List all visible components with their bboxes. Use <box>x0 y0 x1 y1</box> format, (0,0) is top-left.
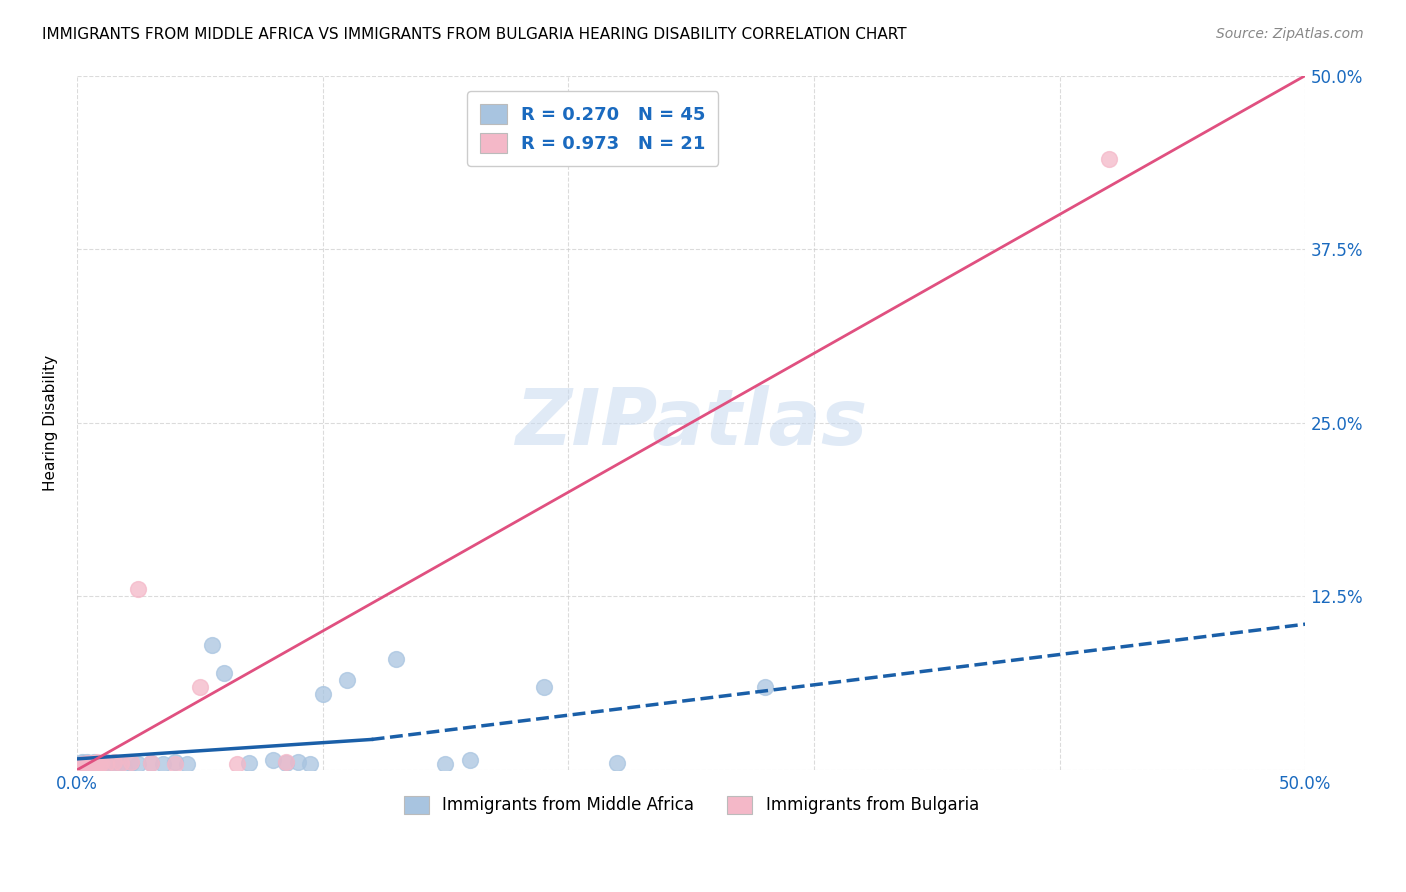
Point <box>77 756 100 770</box>
Point <box>287 755 309 769</box>
Point <box>533 680 555 694</box>
Point <box>73 757 96 772</box>
Point <box>311 687 333 701</box>
Point <box>458 753 481 767</box>
Point <box>214 665 236 680</box>
Point <box>70 759 93 773</box>
Point <box>90 756 112 770</box>
Point <box>127 757 149 772</box>
Point <box>110 756 132 770</box>
Point <box>87 757 110 772</box>
Point <box>73 759 96 773</box>
Point <box>201 638 224 652</box>
Point <box>80 756 103 770</box>
Point <box>103 755 125 769</box>
Point <box>96 755 118 769</box>
Point <box>754 680 776 694</box>
Text: ZIPatlas: ZIPatlas <box>515 384 868 461</box>
Point <box>120 755 142 769</box>
Point <box>76 755 98 769</box>
Point <box>73 756 96 770</box>
Point <box>96 757 118 772</box>
Point <box>93 757 115 772</box>
Point <box>86 759 108 773</box>
Point <box>120 756 142 770</box>
Point <box>86 756 108 770</box>
Point <box>139 756 162 770</box>
Point <box>112 759 135 773</box>
Point <box>238 756 260 770</box>
Point <box>107 756 129 770</box>
Y-axis label: Hearing Disability: Hearing Disability <box>44 355 58 491</box>
Point <box>262 753 284 767</box>
Point <box>127 582 149 597</box>
Point <box>139 756 162 770</box>
Legend: Immigrants from Middle Africa, Immigrants from Bulgaria: Immigrants from Middle Africa, Immigrant… <box>394 786 988 824</box>
Point <box>80 756 103 770</box>
Point <box>77 757 100 772</box>
Point <box>97 757 120 772</box>
Point <box>67 759 90 773</box>
Point <box>152 757 174 772</box>
Point <box>434 757 457 772</box>
Point <box>165 757 187 772</box>
Point <box>176 757 198 772</box>
Text: IMMIGRANTS FROM MIDDLE AFRICA VS IMMIGRANTS FROM BULGARIA HEARING DISABILITY COR: IMMIGRANTS FROM MIDDLE AFRICA VS IMMIGRA… <box>42 27 907 42</box>
Point <box>70 757 93 772</box>
Point <box>87 757 110 772</box>
Point <box>76 756 98 770</box>
Point <box>76 759 98 773</box>
Point <box>103 757 125 772</box>
Text: Source: ZipAtlas.com: Source: ZipAtlas.com <box>1216 27 1364 41</box>
Point <box>336 673 359 687</box>
Point <box>100 756 122 770</box>
Point <box>188 680 211 694</box>
Point <box>67 757 90 772</box>
Point <box>70 755 93 769</box>
Point <box>86 755 108 769</box>
Point <box>606 756 628 770</box>
Point <box>83 757 105 772</box>
Point <box>83 757 105 772</box>
Point <box>1098 152 1121 166</box>
Point <box>299 757 322 772</box>
Point <box>225 757 247 772</box>
Point <box>274 755 297 769</box>
Point <box>165 755 187 769</box>
Point <box>274 756 297 770</box>
Point <box>80 759 103 773</box>
Point <box>385 652 408 666</box>
Point <box>90 756 112 770</box>
Point <box>83 755 105 769</box>
Point <box>77 757 100 772</box>
